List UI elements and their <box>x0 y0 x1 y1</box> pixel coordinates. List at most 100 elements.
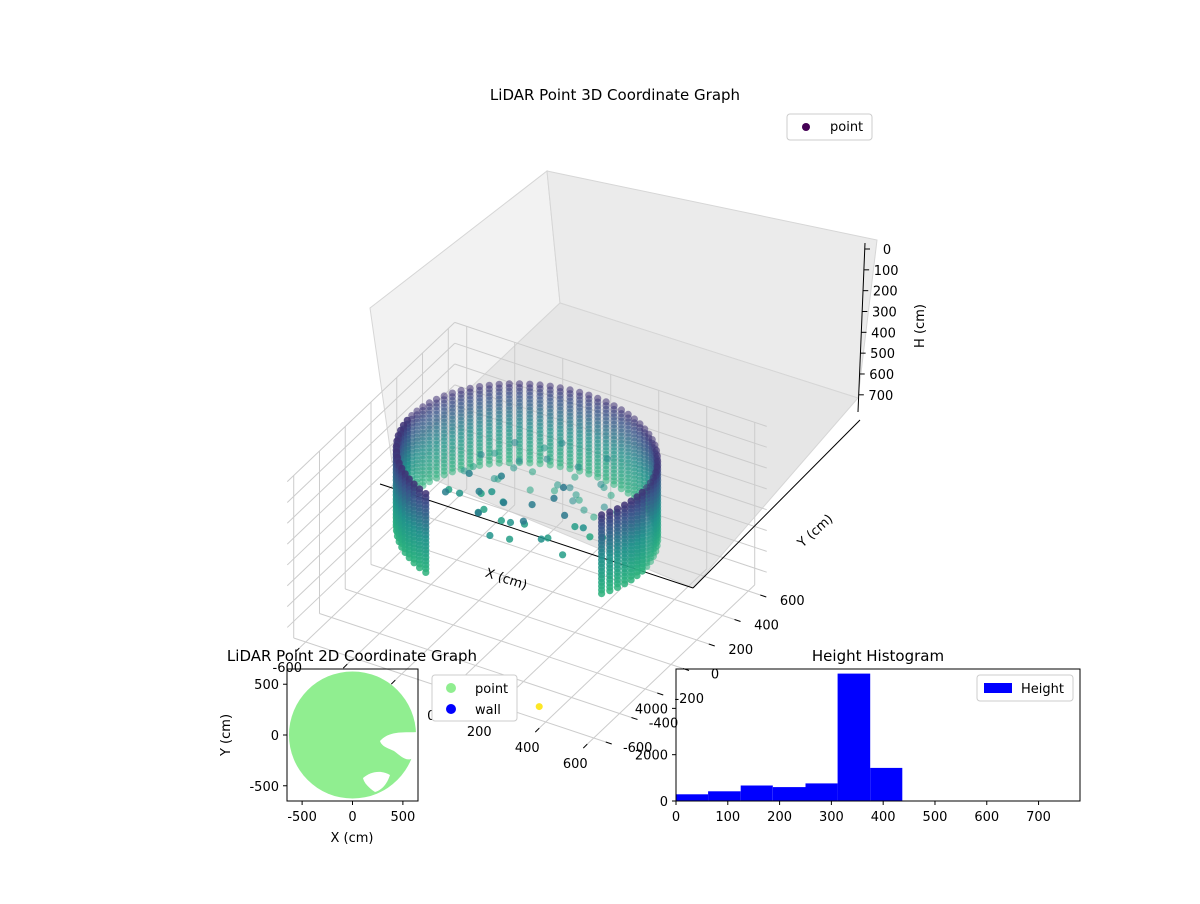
lidar-point <box>602 477 610 485</box>
y-axis-label-2d: Y (cm) <box>219 714 234 757</box>
histogram-bar <box>805 783 838 801</box>
x-tick-label-histogram: 700 <box>1026 810 1051 825</box>
lidar-point <box>546 461 554 469</box>
y-axis-line <box>692 419 861 589</box>
lidar-point <box>574 463 582 471</box>
x-tick-label-3d: 600 <box>563 757 588 772</box>
histogram-bar <box>676 794 709 801</box>
lidar-point <box>566 484 574 492</box>
lidar-point <box>410 559 418 567</box>
y-tick-label-3d: -200 <box>674 692 704 707</box>
lidar-point <box>490 475 498 483</box>
title-histogram: Height Histogram <box>812 647 944 665</box>
z-tick-label-3d: 100 <box>874 264 899 279</box>
x-tick-label-2d: 0 <box>348 810 356 825</box>
lidar-point <box>528 501 536 509</box>
title-2d: LiDAR Point 2D Coordinate Graph <box>227 647 477 665</box>
lidar-point <box>497 517 505 525</box>
x-tick-label-histogram: 500 <box>923 810 948 825</box>
y-tick-label-3d: 0 <box>711 667 719 682</box>
lidar-point <box>598 590 606 598</box>
z-axis-label-3d: H (cm) <box>913 304 928 348</box>
lidar-point <box>544 534 552 542</box>
y-tick-label-3d: -600 <box>623 741 653 756</box>
lidar-point <box>491 449 499 457</box>
lidar-point <box>550 494 558 502</box>
y-ticks-histogram: 0 2000 4000 <box>635 702 676 810</box>
lidar-point <box>613 583 622 592</box>
lidar-point <box>465 469 473 477</box>
legend-2d: point wall <box>431 674 518 722</box>
lidar-point <box>528 468 537 476</box>
legend-label-wall-2d: wall <box>475 703 501 718</box>
histogram-bar <box>740 785 773 801</box>
lidar-point <box>621 580 629 588</box>
y-tick-label-histogram: 4000 <box>635 702 668 717</box>
lidar-point <box>633 572 641 580</box>
title-3d: LiDAR Point 3D Coordinate Graph <box>490 86 740 104</box>
lidar-point <box>610 480 618 489</box>
histogram-bar <box>772 787 806 801</box>
lidar-point <box>543 455 551 463</box>
x-tick-label-histogram: 100 <box>715 810 740 825</box>
lidar-point <box>607 491 615 499</box>
y-tick-label-histogram: 0 <box>660 795 668 810</box>
lidar-point <box>540 444 548 452</box>
lidar-point <box>469 463 477 471</box>
lidar-point <box>425 478 433 486</box>
z-tick-label-3d: 300 <box>872 305 897 320</box>
y-tick-label-2d: -500 <box>249 780 279 795</box>
lidar-point <box>506 518 515 527</box>
lidar-point <box>572 491 580 499</box>
lidar-point <box>627 576 635 584</box>
lidar-point <box>585 470 593 478</box>
lidar-point <box>600 503 608 511</box>
lidar-point <box>526 459 534 467</box>
x-tick-label-histogram: 0 <box>672 810 680 825</box>
z-tick-label-3d: 200 <box>873 285 898 300</box>
y-tick-label-2d: 0 <box>271 729 279 744</box>
lidar-point <box>590 513 598 521</box>
x-tick-label-histogram: 200 <box>767 810 792 825</box>
histogram-bar <box>870 767 903 801</box>
x-ticks-2d: -500 0 500 <box>287 801 415 825</box>
lidar-point <box>624 489 632 497</box>
points-3d <box>392 380 662 598</box>
lidar-point <box>526 486 534 494</box>
lidar-point <box>554 481 562 489</box>
lidar-point <box>474 509 482 517</box>
y-tick-label-3d: 400 <box>754 618 779 633</box>
lidar-point <box>416 564 424 572</box>
x-tick-label-3d: 200 <box>467 725 492 740</box>
lidar-point <box>506 535 514 543</box>
lidar-point <box>580 506 588 514</box>
lidar-point <box>561 511 569 519</box>
lidar-point <box>519 517 528 525</box>
x-ticks-histogram: 0 100 200 300 400 500 600 700 <box>672 801 1051 825</box>
gap-region-1 <box>380 732 418 760</box>
lidar-point <box>422 568 430 577</box>
bars-histogram <box>676 673 903 801</box>
z-tick-label-3d: 500 <box>870 347 895 362</box>
lidar-point <box>511 439 519 447</box>
z-axis-line <box>857 242 866 413</box>
lidar-point <box>559 551 567 559</box>
y-axis-label-3d: Y (cm) <box>794 512 836 552</box>
lidar-point <box>537 535 545 543</box>
lidar-point <box>495 459 503 467</box>
legend-histogram: Height <box>976 674 1074 702</box>
x-tick-label-2d: 500 <box>390 810 415 825</box>
lidar-point <box>606 587 614 595</box>
legend-label-point: point <box>830 120 863 135</box>
legend-marker-height <box>984 683 1012 693</box>
point-disk <box>288 671 417 799</box>
z-tick-label-3d: 700 <box>868 389 893 404</box>
lidar-point <box>500 499 508 507</box>
lidar-point <box>579 524 587 532</box>
lidar-point <box>571 473 579 481</box>
lidar-point <box>505 459 513 467</box>
lidar-point <box>486 531 494 540</box>
lidar-point <box>571 523 579 531</box>
y-tick-label-2d: 500 <box>254 678 279 693</box>
outlier-point <box>535 703 543 711</box>
